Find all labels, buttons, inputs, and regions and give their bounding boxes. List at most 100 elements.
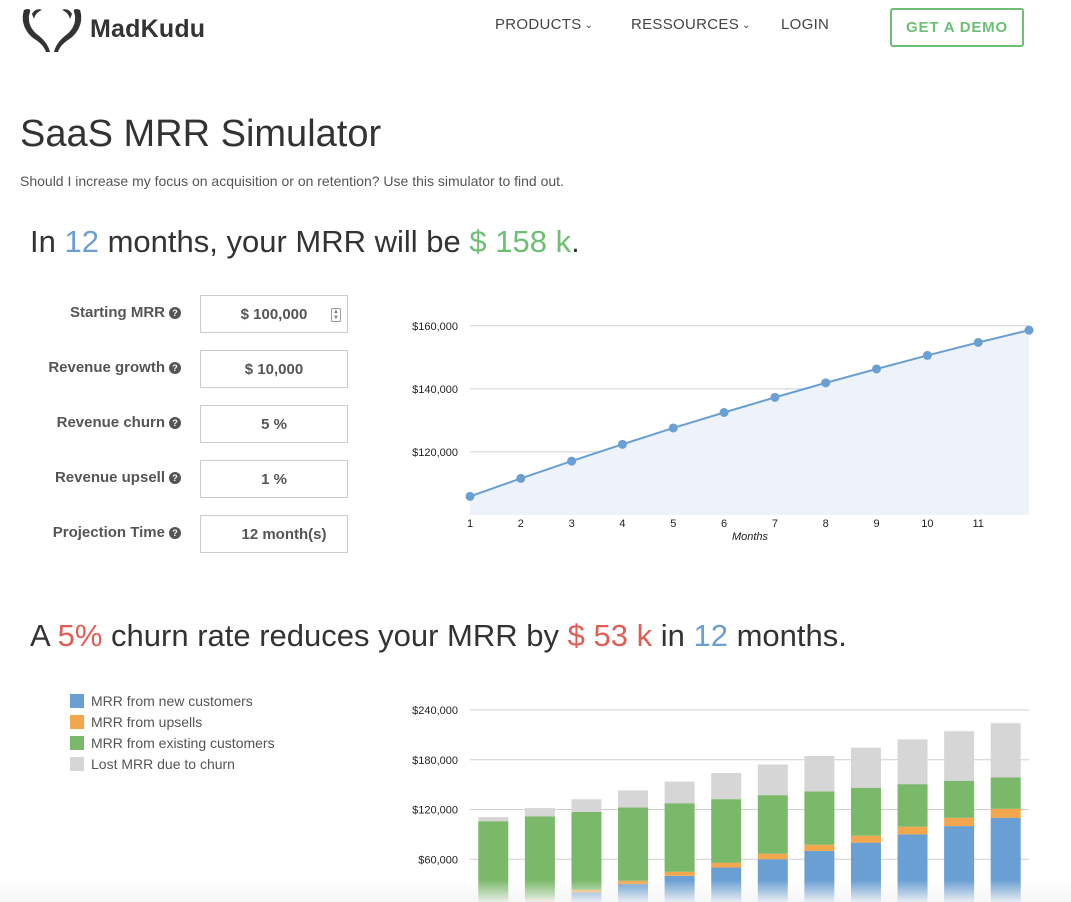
bar-segment: [524, 816, 555, 899]
projection-time-value: 12 month(s): [241, 525, 327, 543]
bar-segment: [757, 853, 788, 860]
get-a-demo-button[interactable]: GET A DEMO: [890, 8, 1024, 47]
bar-segment: [804, 844, 835, 851]
nav-login[interactable]: LOGIN: [781, 16, 829, 33]
bar-segment: [990, 723, 1021, 778]
starting-mrr-input[interactable]: $ 100,000 ▲ ▼: [200, 295, 348, 333]
bar-segment: [757, 764, 788, 796]
legend-swatch: [70, 756, 84, 771]
revenue-growth-input[interactable]: $ 10,000: [200, 350, 348, 388]
churn-impact-headline: A 5% churn rate reduces your MRR by $ 53…: [30, 618, 847, 654]
legend-item-churn[interactable]: Lost MRR due to churn: [70, 753, 275, 774]
data-point: [922, 350, 932, 360]
series-line: [469, 329, 1030, 498]
area-fill: [470, 330, 1029, 515]
x-tick-label: 4: [619, 518, 625, 530]
help-icon[interactable]: ?: [169, 362, 181, 374]
y-tick-label: $140,000: [412, 384, 458, 396]
headline2-months: 12: [693, 618, 728, 653]
revenue-churn-value: 5 %: [261, 415, 287, 433]
headline-months: 12: [64, 224, 99, 259]
headline-mrr-value: $ 158 k: [469, 224, 572, 259]
y-tick-label: $240,000: [412, 705, 458, 717]
data-point: [973, 337, 983, 347]
bar-segment: [944, 731, 975, 781]
bar-segment: [711, 773, 742, 800]
x-tick-label: 3: [569, 518, 575, 530]
data-point: [617, 439, 627, 449]
bar-segment: [711, 867, 742, 902]
chevron-down-icon: ⌄: [742, 20, 751, 31]
y-tick-label: $160,000: [412, 321, 458, 333]
help-icon[interactable]: ?: [169, 472, 181, 484]
nav-products[interactable]: PRODUCTS ⌄: [495, 16, 593, 33]
legend-swatch: [70, 714, 84, 729]
y-tick-label: $120,000: [412, 805, 458, 817]
number-spinner-icon[interactable]: ▲ ▼: [331, 308, 341, 322]
legend-item-existing[interactable]: MRR from existing customers: [70, 732, 275, 753]
page-subtitle: Should I increase my focus on acquisitio…: [20, 173, 564, 189]
bar-segment: [897, 834, 928, 902]
revenue-upsell-input[interactable]: 1 %: [200, 460, 348, 498]
nav-login-label: LOGIN: [781, 16, 830, 33]
bar-segment: [850, 842, 881, 902]
bar-segment: [990, 808, 1021, 818]
bar-segment: [757, 859, 788, 902]
data-point: [516, 473, 526, 483]
bar-segment: [571, 892, 602, 902]
x-tick-label: 7: [772, 518, 778, 530]
bar-segment: [571, 799, 602, 812]
bar-segment: [664, 803, 695, 872]
revenue-churn-label-text: Revenue churn: [56, 414, 165, 431]
y-tick-label: $180,000: [412, 755, 458, 767]
bar-segment: [571, 811, 602, 890]
revenue-growth-label-text: Revenue growth: [48, 359, 165, 376]
x-tick-label: 6: [721, 518, 727, 530]
projection-time-input[interactable]: 12 month(s): [200, 515, 348, 553]
data-point: [668, 423, 678, 433]
projection-time-label-text: Projection Time: [52, 524, 165, 541]
bar-segment: [757, 795, 788, 854]
mrr-breakdown-chart: $60,000 $120,000 $180,000 $240,000: [412, 705, 1029, 902]
headline2-suffix: months.: [736, 618, 847, 653]
bar-segment: [664, 781, 695, 804]
legend-item-new[interactable]: MRR from new customers: [70, 690, 275, 711]
legend-label: MRR from new customers: [91, 692, 253, 709]
bar-segment: [944, 780, 975, 818]
bar-segment: [804, 850, 835, 902]
x-tick-label: 10: [921, 518, 933, 530]
starting-mrr-value: $ 100,000: [240, 305, 308, 323]
revenue-upsell-label: Revenue upsell?: [20, 469, 181, 486]
headline2-middle: churn rate reduces your MRR by: [111, 618, 559, 653]
bar-segment: [804, 756, 835, 792]
projection-time-label: Projection Time?: [20, 524, 181, 541]
mrr-projection-headline: In 12 months, your MRR will be $ 158 k.: [30, 224, 580, 260]
bar-segment: [897, 739, 928, 785]
bar-segment: [618, 880, 649, 885]
chevron-down-icon: ⌄: [584, 20, 594, 31]
x-tick-label: 11: [972, 518, 983, 530]
logo[interactable]: MadKudu: [18, 6, 205, 52]
bar-segment: [897, 826, 928, 835]
help-icon[interactable]: ?: [169, 307, 181, 319]
legend-swatch: [70, 735, 84, 750]
help-icon[interactable]: ?: [169, 417, 181, 429]
data-point: [872, 364, 882, 374]
headline2-in: in: [660, 618, 685, 653]
headline2-churn-rate: 5%: [57, 618, 103, 653]
revenue-churn-input[interactable]: 5 %: [200, 405, 348, 443]
bar-segment: [944, 826, 975, 902]
x-tick-label: 8: [823, 518, 829, 530]
bar-segment: [524, 898, 555, 901]
bar-segment: [944, 817, 975, 827]
y-tick-label: $60,000: [418, 854, 458, 866]
legend-item-upsell[interactable]: MRR from upsells: [70, 711, 275, 732]
kudu-horns-icon: [22, 8, 82, 52]
legend-swatch: [70, 693, 84, 708]
nav-ressources[interactable]: RESSOURCES ⌄: [631, 16, 751, 33]
starting-mrr-label-text: Starting MRR: [70, 304, 165, 321]
data-point: [770, 392, 780, 402]
bar-segment: [478, 817, 509, 822]
help-icon[interactable]: ?: [169, 527, 181, 539]
data-point: [821, 378, 831, 388]
